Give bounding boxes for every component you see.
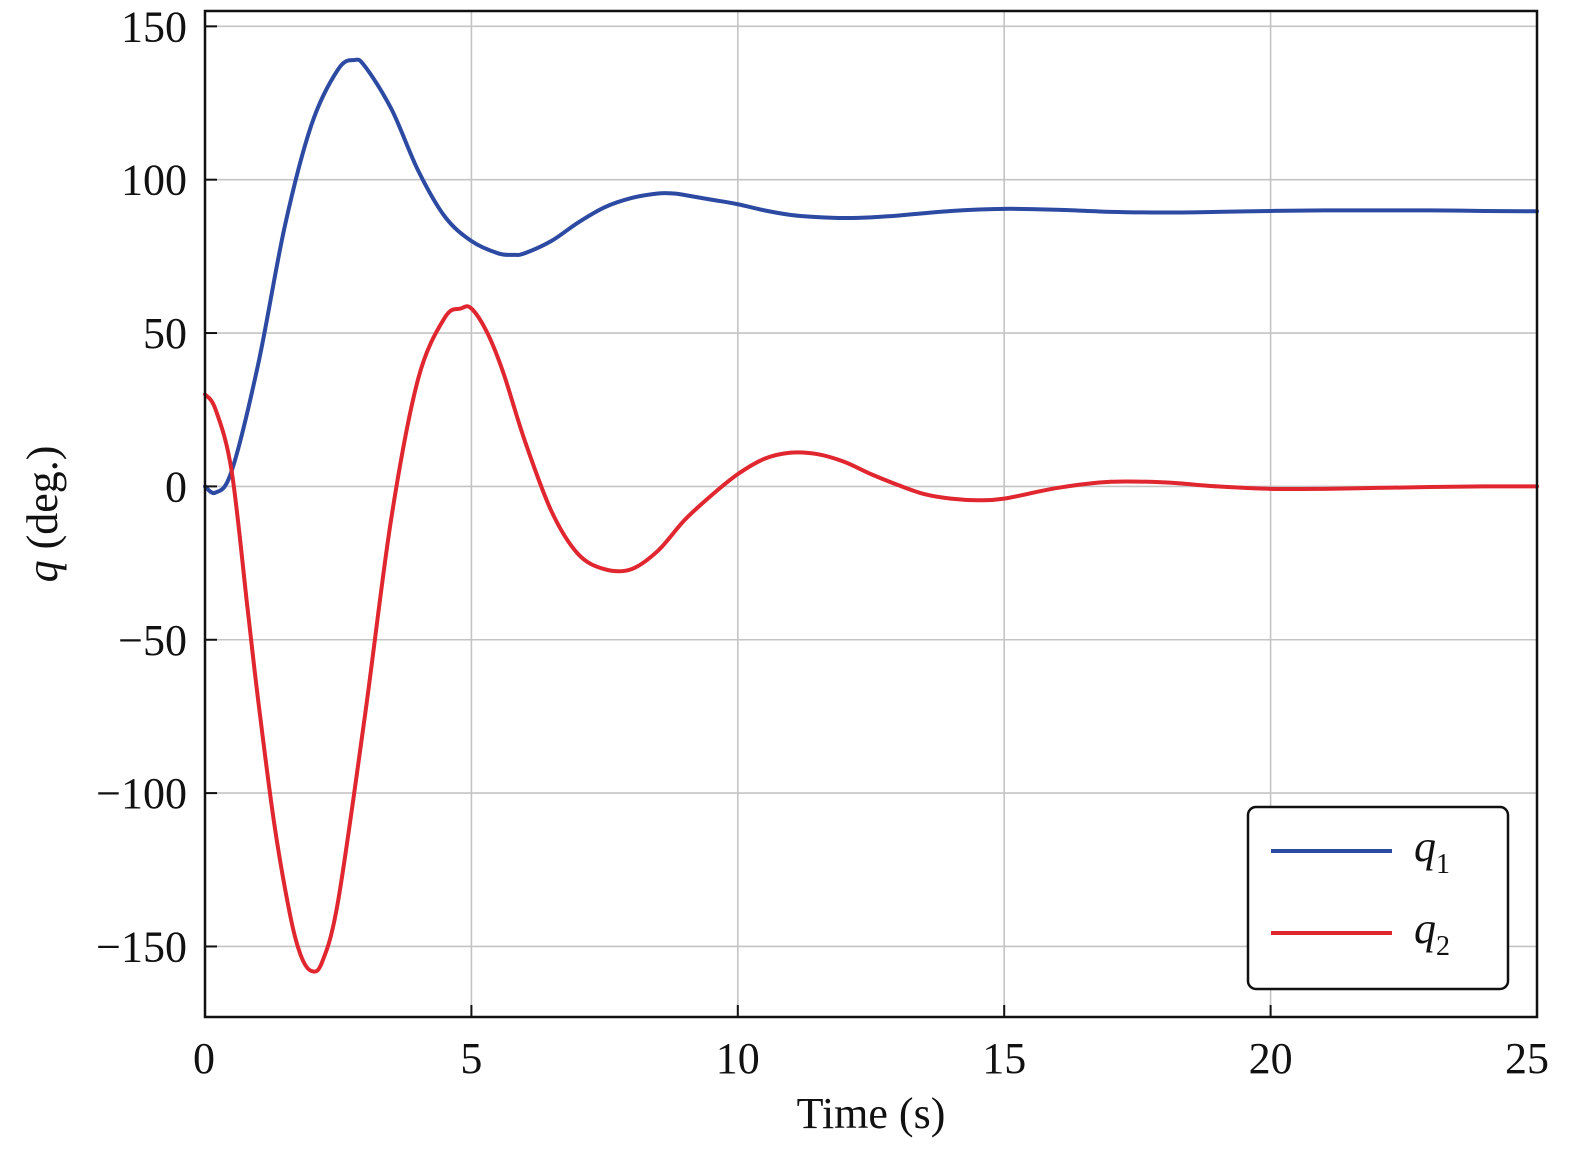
y-tick-label: 0 [165,462,187,511]
y-tick-label: 50 [143,309,187,358]
series-line-q1 [203,57,1539,496]
y-tick-label: −150 [96,922,187,971]
legend-label-q1: q1 [1414,822,1450,880]
y-tick-label: 150 [121,2,187,51]
grid [205,11,1537,1017]
y-tick-label: −50 [118,616,187,665]
legend-label-subscript: 1 [1436,849,1450,880]
x-tick-label: 0 [193,1034,215,1083]
series-line-q2 [203,304,1539,974]
x-axis-label: Time (s) [797,1089,946,1138]
legend-label-symbol: q [1414,904,1436,953]
y-axis-label-symbol: q [18,560,67,582]
plot-frame [203,9,1539,1019]
x-tick-label: 15 [982,1034,1026,1083]
x-tick-label: 10 [716,1034,760,1083]
tick-labels: 0 5 10 15 20 25 150 100 50 0 −50 −100 −150 [96,2,1549,1083]
legend-label-q2: q2 [1414,904,1450,962]
x-tick-label: 20 [1249,1034,1293,1083]
legend-label-symbol: q [1414,822,1436,871]
y-tick-label: 100 [121,156,187,205]
x-tick-label: 5 [460,1034,482,1083]
series-layer [203,57,1539,974]
ticks [204,25,1538,1017]
y-tick-label: −100 [96,769,187,818]
legend-box [1246,805,1510,991]
y-axis-label: q (deg.) [18,446,67,583]
y-axis-label-unit: (deg.) [18,446,67,561]
legend-label-subscript: 2 [1436,931,1450,962]
x-tick-label: 25 [1505,1034,1549,1083]
